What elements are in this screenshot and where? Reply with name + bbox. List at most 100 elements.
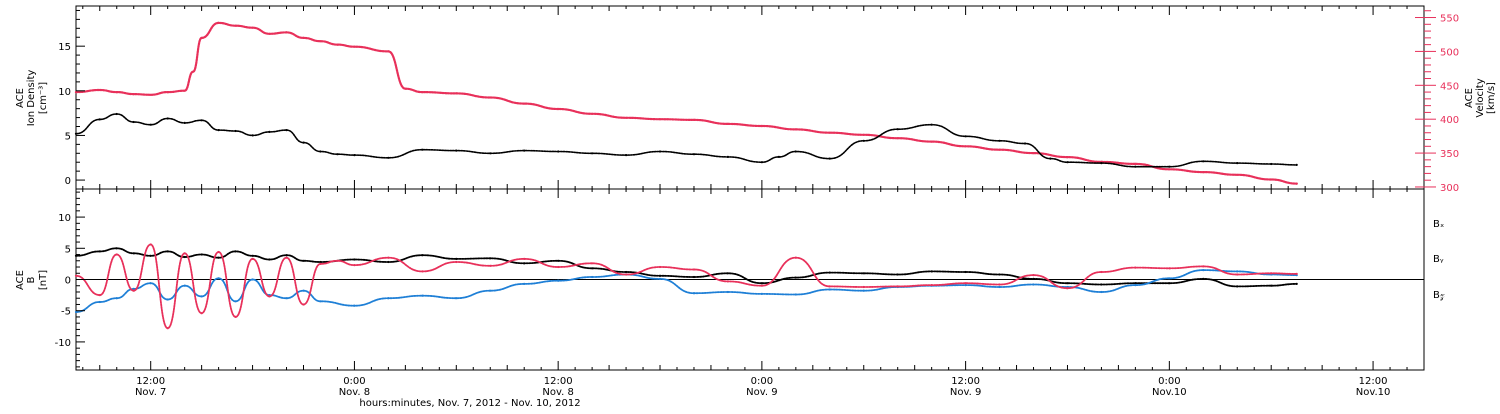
bx-point [1270,284,1273,287]
bz-point [251,257,254,260]
bx-point [998,273,1001,276]
density-point [455,149,458,152]
bz-point [98,294,101,297]
legend-bx: Bₓ [1433,219,1444,230]
by-point [217,277,220,280]
by-point [98,300,101,304]
bx-point [1032,277,1035,280]
velocity-point [726,122,730,125]
by-point [74,310,78,314]
bottom-axes: -10 -5 0 5 10 [55,191,85,368]
bz-point [74,274,78,277]
velocity-point [625,116,628,119]
velocity-point [557,107,560,111]
bx-point [1236,285,1239,288]
bx-point [74,254,78,257]
bz-point [557,265,560,269]
by-point [319,300,322,303]
density-point [285,129,288,132]
by-point [489,289,492,292]
by-point [1032,283,1035,286]
bx-point [421,254,424,257]
bz-point [268,295,271,298]
velocity-point [1236,173,1239,176]
bx-point [149,254,152,257]
density-point [777,155,781,158]
by-point [760,292,764,295]
density-trace [75,113,1298,168]
velocity-point [455,92,458,95]
time-tick-label: 12:00 [951,376,980,387]
density-point [896,128,899,131]
by-point [353,304,356,307]
bz-point [1066,287,1069,290]
bz-point [234,315,237,318]
bx-point [862,272,865,275]
bx-point [387,260,390,264]
b-axis-title-line-3: [nT] [38,270,49,290]
bz-point [998,283,1001,286]
density-point [319,150,322,153]
bx-point [115,247,118,250]
bottom-series-layer [74,243,1424,330]
bz-point [489,264,492,267]
bz-point [319,262,322,265]
bz-point [1295,272,1298,275]
density-point [115,112,118,116]
density-point [1236,162,1239,165]
bx-point [557,259,560,262]
velocity-axis-title-line-2: Velocity [1475,78,1486,117]
velocity-point [404,87,407,90]
velocity-point [74,91,78,94]
density-point [132,120,135,124]
density-point [828,157,831,160]
density-axis-title-line-3: [cm⁻³] [38,82,49,114]
velocity-point [200,36,203,40]
bz-point [1270,272,1273,275]
bz-point [353,264,356,267]
density-tick-label: 15 [58,42,71,53]
bx-point [234,250,237,253]
density-point [1134,165,1137,168]
time-tick-date: Nov.10 [1152,387,1187,398]
by-point [658,277,662,280]
bx-point [591,267,594,270]
velocity-point [387,50,390,53]
velocity-point [98,88,101,92]
bx-point [166,250,169,253]
by-point [692,292,696,295]
velocity-tick-label: 450 [1440,81,1459,92]
bz-point [1168,267,1171,270]
bx-point [1134,282,1137,285]
legend-by: Bᵧ [1433,254,1444,265]
bx-point [930,270,933,273]
bz-point [166,327,169,330]
by-point [964,284,967,287]
velocity-axis-title-line-3: [km/s] [1486,82,1497,114]
density-point [930,123,933,126]
by-point [1236,270,1239,273]
by-point [1100,290,1103,294]
velocity-point [1270,178,1273,181]
velocity-tick-label: 500 [1440,47,1459,58]
bx-point [658,274,662,277]
velocity-point [658,118,662,121]
by-point [115,297,118,300]
bx-point [217,256,220,259]
density-point [1270,162,1273,166]
velocity-point [1168,168,1171,171]
density-point [421,148,424,151]
density-point [489,152,492,155]
bz-point [455,260,458,264]
time-tick-label: 0:00 [1158,376,1180,387]
velocity-point [794,128,797,131]
density-axis-title-line-1: ACE [15,88,26,108]
bz-point [862,285,865,289]
bz-point [591,262,594,265]
bz-point [625,273,628,276]
velocity-point [930,140,933,143]
velocity-point [336,43,339,46]
bz-point [115,253,118,256]
by-point [302,289,305,292]
